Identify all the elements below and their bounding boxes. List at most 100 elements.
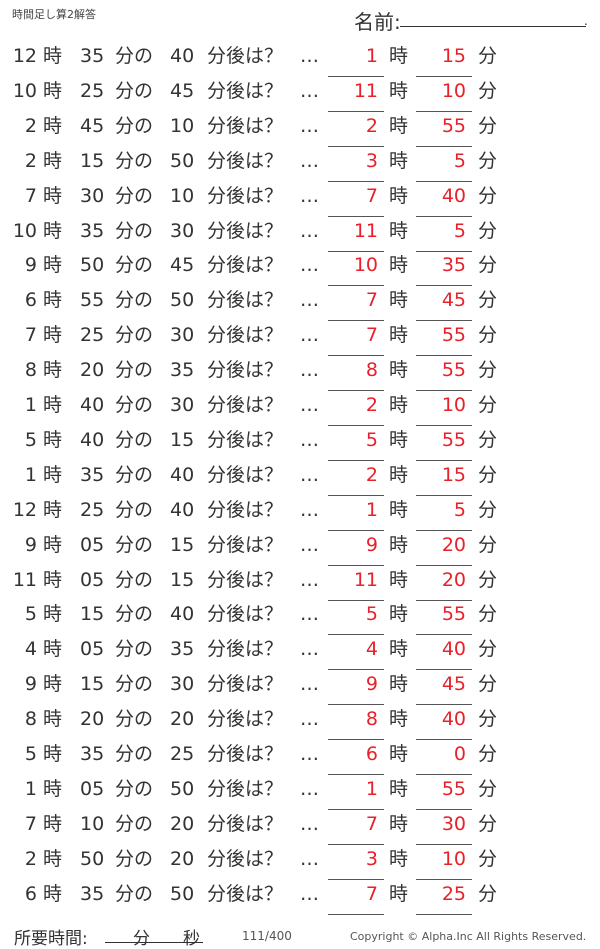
answer-minute-label: 分 <box>478 533 498 556</box>
minutes-after-label: 分後は？ <box>207 568 284 591</box>
problem-row: 6 時 35 分の 50 分後は？… 7 時 25 分 <box>0 882 600 917</box>
answer-minute-label: 分 <box>478 324 498 347</box>
minutes-after-label: 分後は？ <box>207 812 284 835</box>
answer-hour: 8 <box>365 359 378 382</box>
answer-hour-line <box>328 774 384 775</box>
time-taken-label: 所要時間: <box>14 929 88 949</box>
minutes-after-label: 分後は？ <box>207 149 284 172</box>
added-minutes: 35 <box>170 638 195 661</box>
answer-minute-label: 分 <box>478 45 498 67</box>
answer-hour-label: 時 <box>389 45 409 67</box>
hour-label: 時 <box>43 777 63 800</box>
answer-minute: 0 <box>453 743 466 765</box>
answer-minute: 55 <box>441 114 466 137</box>
start-minute: 50 <box>80 847 105 870</box>
start-hour: 5 <box>24 743 37 765</box>
start-minute: 25 <box>80 79 105 102</box>
start-hour: 12 <box>12 498 37 521</box>
answer-minute-label: 分 <box>478 638 498 661</box>
start-minute: 35 <box>80 463 105 486</box>
answer-hour-line <box>328 634 384 636</box>
name-label: 名前: <box>354 10 401 34</box>
answer-minute-line <box>416 808 472 810</box>
minutes-after-label: 分後は？ <box>207 743 284 765</box>
answer-hour: 1 <box>365 777 378 800</box>
start-hour: 2 <box>24 847 37 870</box>
hour-label: 時 <box>43 638 63 661</box>
added-minutes: 40 <box>170 603 195 626</box>
start-minute: 15 <box>80 149 105 172</box>
start-hour: 8 <box>24 359 37 382</box>
answer-minute: 15 <box>441 45 466 67</box>
start-minute: 05 <box>80 777 105 800</box>
answer-hour-line <box>328 320 384 322</box>
answer-hour-line <box>328 913 384 915</box>
start-minute: 15 <box>80 603 105 626</box>
minutes-after-label: 分後は？ <box>207 394 284 416</box>
ellipsis: … <box>300 568 319 591</box>
start-minute: 25 <box>80 498 105 521</box>
answer-minute-line <box>416 529 472 531</box>
minutes-after-label: 分後は？ <box>207 114 284 137</box>
answer-hour: 4 <box>365 638 378 661</box>
answer-minute: 20 <box>441 568 466 591</box>
answer-minute-label: 分 <box>478 254 498 277</box>
minutes-after-label: 分後は？ <box>207 219 284 242</box>
answer-hour-line <box>328 250 384 252</box>
answer-hour-line <box>328 669 384 671</box>
ellipsis: … <box>300 254 319 277</box>
ellipsis: … <box>300 847 319 870</box>
ellipsis: … <box>300 882 319 905</box>
answer-minute: 55 <box>441 324 466 347</box>
answer-hour-label: 時 <box>389 394 409 416</box>
answer-hour-label: 時 <box>389 463 409 486</box>
added-minutes: 50 <box>170 289 195 312</box>
start-hour: 10 <box>12 219 37 242</box>
minutes-after-label: 分後は？ <box>207 882 284 905</box>
answer-hour: 3 <box>365 149 378 172</box>
answer-minute-label: 分 <box>478 219 498 242</box>
start-minute: 25 <box>80 324 105 347</box>
answer-minute-line <box>416 425 472 426</box>
start-hour: 11 <box>12 568 37 591</box>
problem-row: 7 時 10 分の 20 分後は？… 7 時 30 分 <box>0 812 600 847</box>
answer-minute-line <box>416 250 472 252</box>
answer-hour: 7 <box>365 289 378 312</box>
answer-minute-line <box>416 76 472 77</box>
page-number: 111/400 <box>242 929 292 943</box>
minutes-after-label: 分後は？ <box>207 184 284 207</box>
minute-of-label: 分の <box>115 324 154 347</box>
answer-minute-line <box>416 913 472 915</box>
ellipsis: … <box>300 812 319 835</box>
answer-hour: 8 <box>365 708 378 731</box>
added-minutes: 30 <box>170 394 195 416</box>
minute-of-label: 分の <box>115 812 154 835</box>
answer-hour-line <box>328 110 384 112</box>
hour-label: 時 <box>43 359 63 382</box>
problem-row: 2 時 50 分の 20 分後は？… 3 時 10 分 <box>0 847 600 882</box>
answer-minute-label: 分 <box>478 847 498 870</box>
answer-minute-label: 分 <box>478 79 498 102</box>
problem-row: 4 時 05 分の 35 分後は？… 4 時 40 分 <box>0 637 600 672</box>
answer-hour-label: 時 <box>389 498 409 521</box>
answer-minute-label: 分 <box>478 498 498 521</box>
answer-minute-label: 分 <box>478 882 498 905</box>
problem-row: 2 時 15 分の 50 分後は？… 3 時 5 分 <box>0 149 600 184</box>
start-minute: 05 <box>80 638 105 661</box>
start-minute: 35 <box>80 882 105 905</box>
minute-of-label: 分の <box>115 219 154 242</box>
start-hour: 12 <box>12 45 37 67</box>
answer-minute-line <box>416 843 472 845</box>
problem-row: 2 時 45 分の 10 分後は？… 2 時 55 分 <box>0 114 600 149</box>
answer-minute-line <box>416 215 472 217</box>
start-hour: 2 <box>24 114 37 137</box>
answer-hour: 2 <box>365 114 378 137</box>
minutes-after-label: 分後は？ <box>207 603 284 626</box>
answer-hour: 6 <box>365 743 378 765</box>
answer-minute-line <box>416 704 472 706</box>
ellipsis: … <box>300 79 319 102</box>
minutes-after-label: 分後は？ <box>207 847 284 870</box>
start-hour: 9 <box>24 533 37 556</box>
problem-row: 11 時 05 分の 15 分後は？ … 11 時 20 分 <box>0 568 600 603</box>
answer-hour-line <box>328 76 384 77</box>
